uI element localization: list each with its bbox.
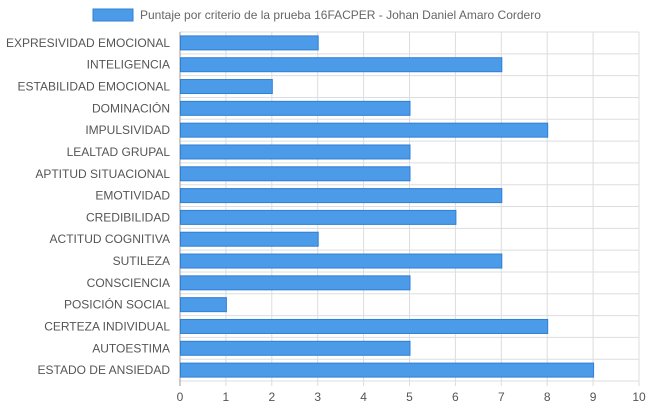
x-tick-label: 1 bbox=[223, 390, 230, 404]
x-tick-label: 6 bbox=[452, 390, 459, 404]
bar[interactable] bbox=[180, 188, 503, 204]
bar[interactable] bbox=[180, 275, 411, 291]
bar[interactable] bbox=[180, 144, 411, 160]
bar[interactable] bbox=[180, 297, 227, 313]
x-tick-label: 2 bbox=[268, 390, 275, 404]
x-tick-label: 0 bbox=[177, 390, 184, 404]
category-label: INTELIGENCIA bbox=[87, 58, 170, 72]
x-axis-ticks: 0 1 2 3 4 5 6 7 8 9 10 bbox=[177, 390, 646, 404]
bar[interactable] bbox=[180, 166, 411, 182]
category-label: ACTITUD COGNITIVA bbox=[50, 232, 170, 246]
bar[interactable] bbox=[180, 100, 411, 116]
bar[interactable] bbox=[180, 253, 503, 269]
bar[interactable] bbox=[180, 122, 549, 138]
x-tick-label: 8 bbox=[544, 390, 551, 404]
category-label: CREDIBILIDAD bbox=[86, 210, 170, 224]
category-label: APTITUD SITUACIONAL bbox=[35, 167, 170, 181]
category-label: LEALTAD GRUPAL bbox=[67, 145, 171, 159]
bar[interactable] bbox=[180, 209, 457, 225]
x-tick-label: 4 bbox=[360, 390, 367, 404]
category-label: EXPRESIVIDAD EMOCIONAL bbox=[6, 36, 170, 50]
x-tick-label: 7 bbox=[498, 390, 505, 404]
category-label: SUTILEZA bbox=[113, 254, 170, 268]
legend[interactable]: Puntaje por criterio de la prueba 16FACP… bbox=[92, 8, 541, 22]
bar[interactable] bbox=[180, 35, 319, 51]
x-tick-label: 9 bbox=[590, 390, 597, 404]
bar[interactable] bbox=[180, 231, 319, 247]
category-label: CONSCIENCIA bbox=[87, 276, 170, 290]
category-label: ESTADO DE ANSIEDAD bbox=[38, 363, 171, 377]
category-label: DOMINACIÓN bbox=[92, 100, 170, 115]
bar[interactable] bbox=[180, 340, 411, 356]
category-labels: EXPRESIVIDAD EMOCIONAL INTELIGENCIA ESTABI… bbox=[6, 36, 170, 377]
category-label: POSICIÓN SOCIAL bbox=[64, 297, 170, 312]
legend-swatch[interactable] bbox=[92, 8, 134, 22]
category-label: CERTEZA INDIVIDUAL bbox=[44, 319, 170, 333]
x-tick-label: 3 bbox=[314, 390, 321, 404]
bar[interactable] bbox=[180, 362, 595, 378]
legend-label[interactable]: Puntaje por criterio de la prueba 16FACP… bbox=[140, 8, 541, 22]
bar[interactable] bbox=[180, 57, 503, 73]
category-label: IMPULSIVIDAD bbox=[85, 123, 170, 137]
x-tick-label: 10 bbox=[632, 390, 646, 404]
bars bbox=[180, 35, 595, 378]
bar[interactable] bbox=[180, 318, 549, 334]
category-label: ESTABILIDAD EMOCIONAL bbox=[18, 80, 171, 94]
bar[interactable] bbox=[180, 79, 273, 95]
category-label: EMOTIVIDAD bbox=[95, 189, 170, 203]
category-label: AUTOESTIMA bbox=[92, 341, 170, 355]
x-tick-label: 5 bbox=[406, 390, 413, 404]
